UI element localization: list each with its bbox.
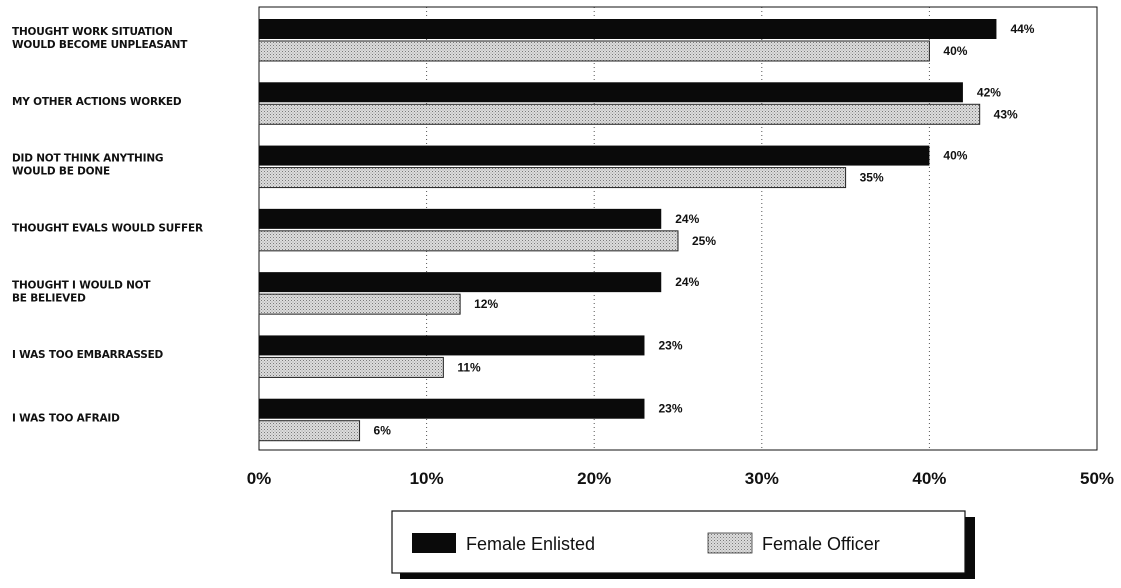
- bar-female-enlisted: [259, 335, 645, 356]
- value-label-female-enlisted: 24%: [675, 212, 699, 226]
- value-label-female-enlisted: 24%: [675, 275, 699, 289]
- bar-female-officer: [258, 230, 679, 252]
- value-label-female-enlisted: 42%: [977, 85, 1001, 99]
- bar-female-enlisted: [259, 19, 997, 39]
- category-label: MY OTHER ACTIONS WORKED: [12, 96, 182, 108]
- value-label-female-enlisted: 40%: [943, 149, 967, 163]
- category-label: I WAS TOO AFRAID: [12, 412, 120, 424]
- value-label-female-officer: 12%: [474, 297, 498, 311]
- x-tick-label: 0%: [247, 469, 272, 488]
- value-label-female-officer: 11%: [457, 360, 481, 374]
- value-label-female-enlisted: 44%: [1010, 22, 1034, 36]
- category-label: I WAS TOO EMBARRASSED: [12, 349, 164, 361]
- value-label-female-enlisted: 23%: [658, 338, 682, 352]
- bar-female-enlisted: [259, 208, 662, 229]
- bar-female-officer: [258, 103, 981, 125]
- bar-female-officer: [258, 420, 361, 442]
- category-label: THOUGHT WORK SITUATION: [12, 26, 173, 38]
- bar-female-enlisted: [259, 82, 963, 103]
- legend-label-female-enlisted: Female Enlisted: [466, 534, 595, 554]
- category-label: WOULD BECOME UNPLEASANT: [12, 39, 188, 51]
- category-label: THOUGHT I WOULD NOT: [12, 279, 151, 291]
- x-tick-label: 10%: [410, 469, 444, 488]
- value-label-female-officer: 6%: [374, 424, 392, 438]
- bar-female-officer: [258, 356, 444, 378]
- value-label-female-officer: 40%: [943, 44, 967, 58]
- bar-female-officer: [258, 293, 461, 315]
- value-labels-group: 44% 40% 42% 43% 40% 35% 24% 25% 24% 12% 23% 11% 23% 6…: [374, 22, 1035, 438]
- x-tick-label: 40%: [912, 469, 946, 488]
- legend-box: [391, 510, 966, 574]
- bar-female-enlisted: [259, 145, 930, 166]
- x-tick-label: 20%: [577, 469, 611, 488]
- bar-female-enlisted: [259, 398, 645, 419]
- bar-female-officer: [258, 40, 930, 62]
- bar-female-enlisted: [259, 272, 662, 293]
- legend-label-female-officer: Female Officer: [762, 534, 880, 554]
- x-tick-label: 30%: [745, 469, 779, 488]
- legend-swatch-female-enlisted: [412, 533, 456, 553]
- legend: Female Enlisted Female Officer: [391, 510, 975, 579]
- bar-female-officer: [258, 167, 847, 189]
- bars-group: [258, 19, 997, 442]
- value-label-female-enlisted: 23%: [658, 402, 682, 416]
- x-axis-ticks: 0% 10% 20% 30% 40% 50%: [247, 469, 1114, 488]
- legend-swatch-female-officer: [707, 532, 753, 554]
- category-label: BE BELIEVED: [12, 292, 86, 304]
- category-label: THOUGHT EVALS WOULD SUFFER: [12, 223, 203, 235]
- value-label-female-officer: 35%: [860, 171, 884, 185]
- value-label-female-officer: 43%: [994, 107, 1018, 121]
- x-tick-label: 50%: [1080, 469, 1114, 488]
- category-label: DID NOT THINK ANYTHING: [12, 153, 163, 165]
- category-label: WOULD BE DONE: [12, 166, 110, 178]
- value-label-female-officer: 25%: [692, 234, 716, 248]
